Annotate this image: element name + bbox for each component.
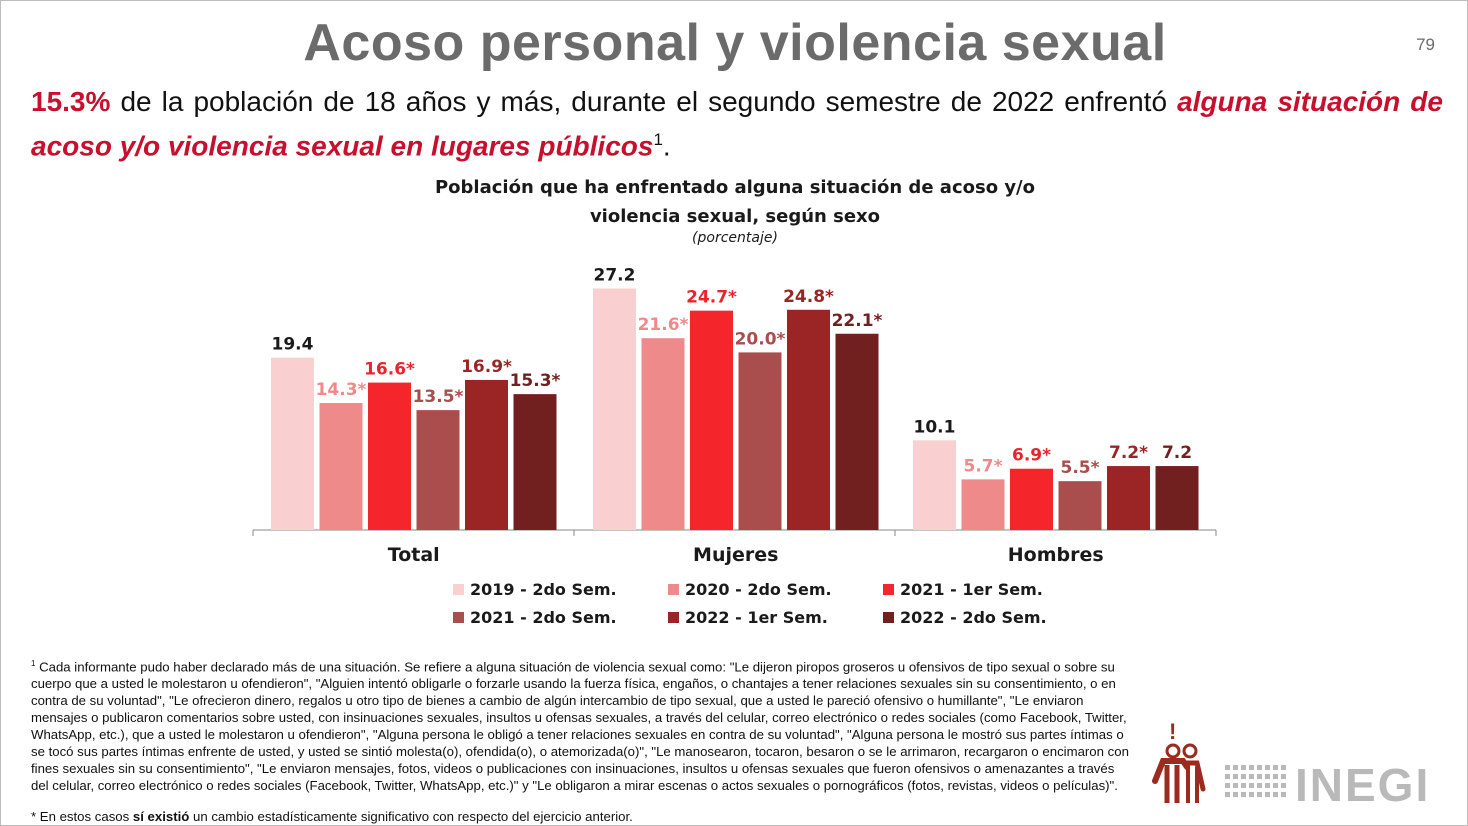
legend-swatch	[883, 611, 894, 623]
significance-note-post: un cambio estadísticamente significativo…	[189, 809, 633, 824]
data-label-hombres-series-2: 5.7*	[963, 456, 1002, 476]
headline-emphasis: alguna situación de acoso y/o violencia …	[31, 86, 1443, 162]
significance-note-pre: * En estos casos	[31, 809, 133, 824]
legend-swatch	[668, 583, 679, 595]
slide-title: Acoso personal y violencia sexual	[303, 14, 1167, 72]
bar-hombres-series-4	[1058, 481, 1102, 530]
chart-legend: 2019 - 2do Sem. 2020 - 2do Sem. 2021 - 1er…	[453, 579, 1073, 627]
footnote: 1 Cada informante pudo haber declarado m…	[31, 655, 1129, 794]
bar-mujeres-series-4	[738, 352, 782, 530]
data-label-total-series-4: 13.5*	[413, 387, 464, 407]
inegi-logo: ! INEGI	[1152, 719, 1430, 809]
inegi-wordmark: INEGI	[1295, 759, 1430, 809]
legend-label: 2022 - 2do Sem.	[900, 607, 1047, 627]
data-label-mujeres-series-1: 27.2	[594, 265, 636, 285]
legend-swatch	[883, 583, 894, 595]
legend-swatch	[453, 611, 464, 623]
data-label-total-series-6: 15.3*	[510, 371, 561, 391]
legend-label: 2022 - 1er Sem.	[685, 607, 828, 627]
bar-mujeres-series-5	[787, 309, 830, 530]
data-label-mujeres-series-5: 24.8*	[783, 287, 834, 307]
data-label-hombres-series-5: 7.2*	[1109, 443, 1148, 463]
bar-total-series-4	[416, 410, 460, 530]
bar-hombres-series-3	[1010, 468, 1053, 530]
legend-label: 2021 - 1er Sem.	[900, 579, 1043, 599]
significance-note: * En estos casos sí existió un cambio es…	[31, 808, 1129, 825]
bar-mujeres-series-3	[690, 310, 733, 530]
legend-swatch	[453, 583, 464, 595]
bar-chart: Total 19.4 14.3*16.6* 13.5* 16.9*15.3* Mujere…	[252, 265, 1217, 566]
data-label-total-series-2: 14.3*	[316, 380, 367, 400]
data-label-hombres-series-4: 5.5*	[1060, 458, 1099, 478]
data-label-hombres-series-3: 6.9*	[1012, 446, 1051, 466]
headline-percentage: 15.3%	[31, 86, 111, 117]
headline-text: de la población de 18 años y más, durant…	[110, 86, 1178, 117]
bar-total-series-2	[319, 403, 363, 530]
data-label-total-series-5: 16.9*	[461, 357, 512, 377]
legend-label: 2020 - 2do Sem.	[685, 579, 832, 599]
legend-label: 2021 - 2do Sem.	[470, 607, 617, 627]
data-label-hombres-series-1: 10.1	[914, 417, 956, 437]
bar-mujeres-series-1	[593, 288, 636, 530]
legend-item: 2020 - 2do Sem.	[668, 579, 883, 599]
data-label-hombres-series-6: 7.2	[1162, 443, 1192, 463]
footnote-marker: 1	[31, 659, 36, 668]
bar-total-series-5	[465, 379, 508, 530]
inegi-grid-icon	[1225, 765, 1286, 797]
legend-item: 2021 - 1er Sem.	[883, 579, 1083, 599]
data-label-mujeres-series-4: 20.0*	[735, 329, 786, 349]
bar-total-series-1	[271, 357, 314, 530]
bar-mujeres-series-2	[641, 338, 685, 530]
people-icon	[1152, 743, 1206, 803]
legend-swatch	[668, 611, 679, 623]
legend-item: 2021 - 2do Sem.	[453, 607, 668, 627]
headline-footnote-ref: 1	[653, 130, 663, 149]
legend-item: 2019 - 2do Sem.	[453, 579, 668, 599]
data-label-mujeres-series-2: 21.6*	[638, 315, 689, 335]
bar-hombres-series-1	[913, 440, 956, 530]
data-label-total-series-1: 19.4	[272, 335, 314, 355]
bar-total-series-3	[368, 382, 411, 530]
bar-hombres-series-2	[961, 479, 1005, 530]
chart-title-line-1: Población que ha enfrentado alguna situa…	[434, 177, 1035, 198]
headline-period: .	[662, 130, 671, 162]
category-label-hombres: Hombres	[1008, 544, 1104, 566]
bar-mujeres-series-6	[835, 333, 879, 530]
chart-title-line-2: violencia sexual, según sexo	[589, 206, 881, 227]
headline: 15.3% de la población de 18 años y más, …	[31, 83, 1443, 165]
category-label-mujeres: Mujeres	[693, 544, 778, 566]
bar-hombres-series-5	[1107, 466, 1150, 530]
data-label-mujeres-series-3: 24.7*	[686, 288, 737, 308]
legend-item: 2022 - 2do Sem.	[883, 607, 1083, 627]
chart-subtitle: (porcentaje)	[692, 230, 778, 246]
legend-item: 2022 - 1er Sem.	[668, 607, 883, 627]
bar-total-series-6	[513, 394, 557, 530]
page-number: 79	[1416, 35, 1435, 54]
data-label-mujeres-series-6: 22.1*	[832, 311, 883, 331]
footnote-text: Cada informante pudo haber declarado más…	[31, 659, 1129, 794]
chart-title: Población que ha enfrentado alguna situa…	[385, 173, 1085, 231]
logo-exclamation: !	[1169, 719, 1176, 744]
legend-label: 2019 - 2do Sem.	[470, 579, 617, 599]
data-label-total-series-3: 16.6*	[364, 360, 415, 380]
category-label-total: Total	[388, 544, 440, 566]
significance-note-bold: sí existió	[132, 809, 190, 824]
bar-hombres-series-6	[1155, 466, 1199, 530]
